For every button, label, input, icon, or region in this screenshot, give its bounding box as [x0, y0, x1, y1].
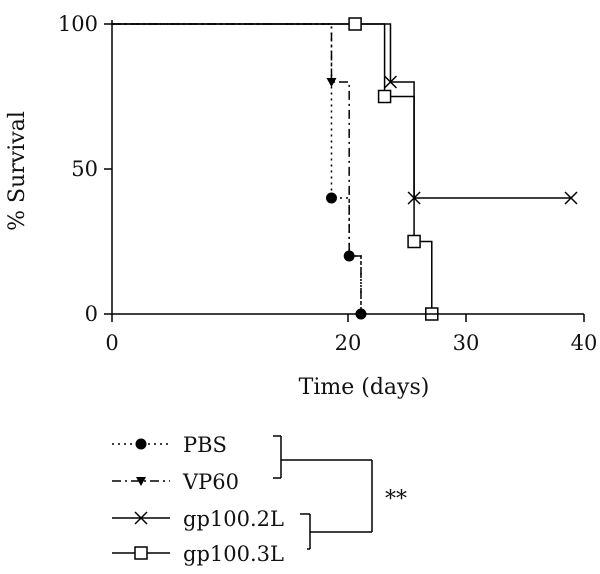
series-3-point-0 [348, 17, 362, 31]
legend-swatch-marker-0 [135, 438, 147, 450]
y-axis-title: % Survival [5, 111, 30, 231]
series-line-2 [112, 23, 572, 199]
x-tick-label-2: 30 [453, 331, 480, 355]
y-tick-label-2: 100 [58, 12, 98, 36]
legend: PBS VP60 gp100.2L gp100.3L ** [112, 433, 407, 566]
x-tick-label-3: 40 [571, 331, 598, 355]
series-line-1 [112, 23, 362, 314]
series-line-3 [112, 23, 433, 314]
x-tick-label-0: 0 [105, 331, 118, 355]
legend-label-1: VP60 [182, 470, 239, 494]
legend-label-3: gp100.3L [183, 542, 284, 566]
legend-label-2: gp100.2L [183, 507, 284, 531]
series-2-point-1 [407, 191, 421, 205]
y-tick-label-1: 50 [71, 157, 98, 181]
x-axis-title: Time (days) [299, 375, 430, 400]
series-2-point-0 [383, 75, 398, 89]
plot-area [112, 17, 578, 321]
legend-swatch-marker-1 [136, 477, 146, 486]
series-0-point-1 [343, 250, 355, 262]
x-tick-label-1: 20 [335, 331, 362, 355]
significance-label: ** [385, 487, 407, 512]
axes: 0 50 100 0 20 30 40 Time (days) % Survival [5, 12, 597, 400]
series-2-point-2 [564, 191, 578, 205]
series-line-0 [112, 23, 362, 314]
y-tick-label-0: 0 [85, 302, 98, 326]
series-3-point-1 [377, 89, 392, 104]
legend-swatch-marker-2 [134, 511, 148, 525]
legend-swatch-marker-3 [134, 546, 148, 560]
series-0-point-0 [325, 192, 337, 204]
series-3-point-2 [407, 234, 421, 249]
legend-label-0: PBS [183, 433, 227, 457]
series-1-point-0 [326, 78, 337, 87]
significance-bracket [273, 435, 373, 550]
